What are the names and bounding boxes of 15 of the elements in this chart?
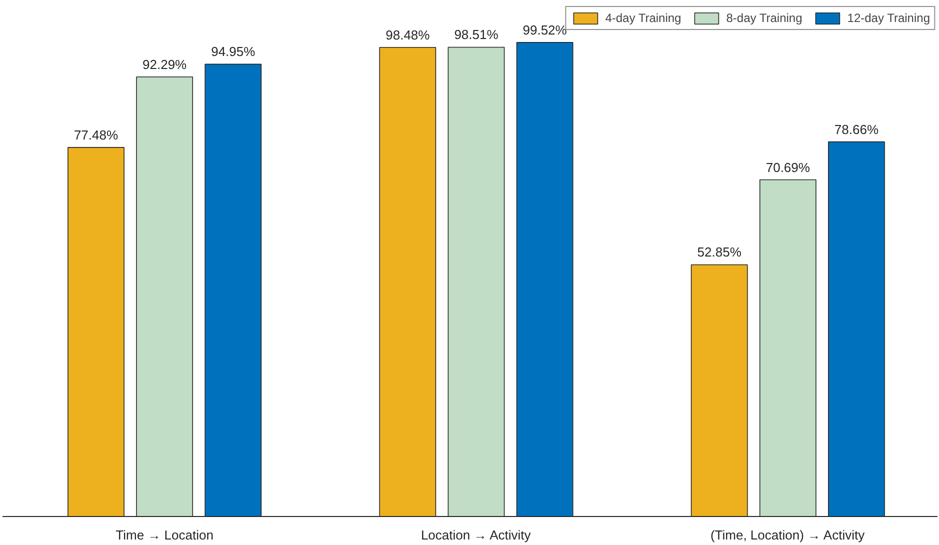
data-label: 98.48% (386, 27, 430, 42)
legend-label: 8-day Training (726, 11, 802, 25)
legend-label: 12-day Training (847, 11, 930, 25)
data-label: 92.29% (142, 56, 188, 72)
data-label: 78.66% (834, 122, 879, 137)
x-tick-label: Location → Activity (420, 528, 532, 542)
x-tick-label: (Time, Location) → Activity (710, 528, 866, 542)
x-tick-label: Time → Location (116, 528, 214, 542)
data-label: 94.95% (211, 44, 256, 60)
legend-label: 4-day Training (605, 11, 682, 25)
data-label: 77.48% (74, 127, 118, 142)
data-label: 99.52% (522, 22, 568, 38)
data-label: 52.85% (697, 244, 742, 260)
data-label: 70.69% (766, 160, 810, 175)
data-label: 98.51% (454, 27, 499, 42)
